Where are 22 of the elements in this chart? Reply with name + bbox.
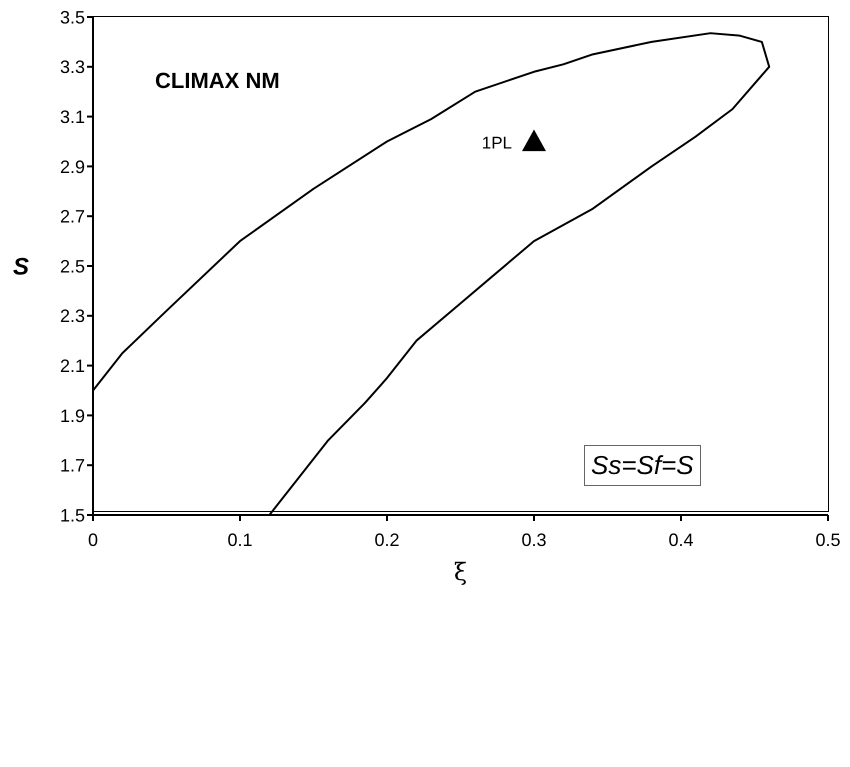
series-label: 1PL xyxy=(482,134,512,152)
y-tick-label: 2.9 xyxy=(60,156,85,177)
y-tick-label: 1.9 xyxy=(60,406,85,426)
x-axis-title: ξ xyxy=(454,558,468,586)
x-tick-label: 0.4 xyxy=(668,530,694,550)
y-tick-label: 2.1 xyxy=(60,356,85,376)
x-tick-label: 0.2 xyxy=(374,530,400,550)
y-tick-label: 3.3 xyxy=(60,57,85,78)
y-tick-label: 2.3 xyxy=(60,306,85,326)
y-axis-title: S xyxy=(13,254,30,281)
annotation: Ss=Sf=S xyxy=(584,445,701,486)
y-tick-label: 1.5 xyxy=(60,505,85,526)
x-tick-label: 0.3 xyxy=(521,530,547,550)
x-tick-label: 0.5 xyxy=(815,530,841,550)
y-tick-label: 2.5 xyxy=(60,256,85,276)
x-tick-label: 0 xyxy=(88,530,98,550)
annotation: CLIMAX NM xyxy=(155,68,280,94)
y-tick-label: 2.7 xyxy=(60,206,85,227)
y-tick-label: 1.7 xyxy=(60,456,85,476)
y-tick-label: 3.5 xyxy=(60,7,85,28)
x-tick-label: 0.1 xyxy=(227,530,253,550)
y-tick-label: 3.1 xyxy=(60,106,85,127)
